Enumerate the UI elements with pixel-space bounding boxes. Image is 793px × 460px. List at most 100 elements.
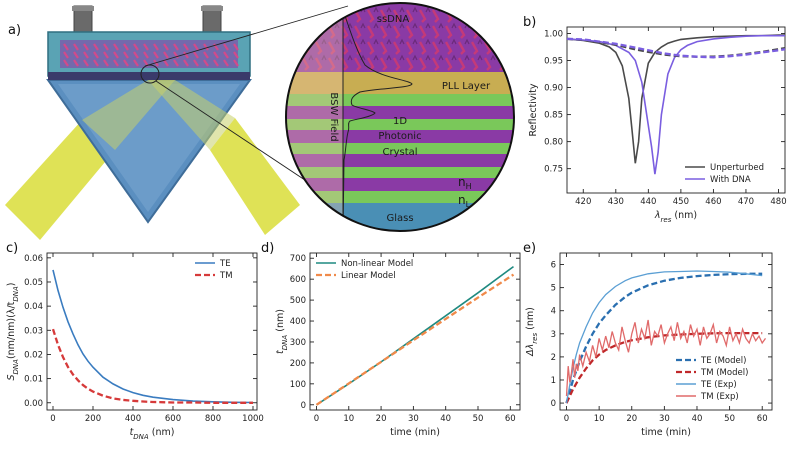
dna-strand (103, 59, 109, 67)
x-tick-label: 40 (692, 414, 703, 424)
dna-strand (113, 51, 119, 59)
dna-strand (418, 9, 427, 23)
dna-base (334, 54, 340, 61)
dna-strand (366, 41, 375, 55)
dna-strand (133, 43, 139, 51)
dna-strand (470, 57, 479, 71)
dna-strand (314, 9, 323, 23)
x-axis-label: time (min) (641, 427, 691, 438)
dna-strand (83, 59, 89, 67)
dna-strand (483, 25, 492, 39)
dna-strand (123, 43, 129, 51)
y-tick-label: 400 (290, 317, 306, 327)
y-tick-label: 3 (551, 330, 556, 340)
dna-base (490, 38, 496, 45)
dna-strand (233, 43, 239, 51)
dna-strand (123, 59, 129, 67)
dna-base (451, 54, 457, 61)
dna-strand (483, 41, 492, 55)
dna-strand (379, 9, 388, 23)
dna-strand (327, 57, 336, 71)
dna-base (308, 22, 314, 29)
dna-strand (288, 25, 297, 39)
dna-strand (153, 43, 159, 51)
dna-strand (509, 41, 514, 55)
plot-frame (566, 26, 786, 194)
label-crystal-3: Crystal (382, 147, 417, 158)
dna-base (451, 38, 457, 45)
legend-label: TM (Model) (700, 368, 748, 378)
y-tick-label: 0.02 (24, 350, 43, 360)
dna-strand (483, 57, 492, 71)
x-tick-label: 10 (594, 414, 605, 424)
panel-label-a: a) (8, 23, 21, 38)
dna-base (425, 6, 431, 13)
dna-strand (379, 25, 388, 39)
dna-base (425, 54, 431, 61)
dna-base (399, 22, 405, 29)
y-tick-label: 0.03 (24, 326, 43, 336)
y-tick-label: 6 (551, 261, 556, 271)
dna-strand (173, 51, 179, 59)
x-axis-label: tDNA (nm) (130, 427, 175, 441)
dna-base (399, 54, 405, 61)
legend-label: TM (Exp) (700, 392, 739, 402)
dna-strand (444, 57, 453, 71)
series-line (51, 328, 253, 404)
series-line (565, 270, 763, 404)
dna-strand (340, 41, 349, 55)
dna-strand (392, 9, 401, 23)
x-tick-label: 0 (564, 414, 569, 424)
dna-base (425, 22, 431, 29)
panel-a: a) (5, 2, 515, 240)
chart-e: e) 0 10 20 30 40 50 60 0 1 2 3 4 5 6 TE (Model) TM (Mod… (523, 241, 773, 438)
dna-strand (301, 57, 310, 71)
dna-strand (509, 25, 514, 39)
dna-base (321, 6, 327, 13)
x-axis-label: λres (nm) (654, 210, 697, 224)
dna-strand (431, 41, 440, 55)
dna-strand (353, 9, 362, 23)
dna-base (464, 38, 470, 45)
y-tick-label: 1.00 (544, 29, 563, 39)
x-tick-label: 50 (473, 414, 484, 424)
dna-strand (173, 43, 179, 51)
dna-base (360, 38, 366, 45)
dna-strand (153, 51, 159, 59)
dna-base (477, 6, 483, 13)
y-tick-label: 0.75 (544, 165, 563, 175)
y-tick-label: 500 (290, 296, 306, 306)
label-ssdna: ssDNA (377, 14, 410, 25)
dna-strand (93, 59, 99, 67)
dna-strand (314, 41, 323, 55)
dna-strand (418, 57, 427, 71)
bsw-field-curve (342, 3, 413, 231)
dna-strand (133, 51, 139, 59)
dna-strand (183, 43, 189, 51)
y-tick-label: 100 (290, 380, 306, 390)
x-tick-label: 470 (738, 197, 754, 207)
dna-strand (123, 51, 129, 59)
dna-strand (93, 51, 99, 59)
legend-label: TM (219, 271, 233, 281)
x-tick-label: 40 (440, 414, 451, 424)
dna-strand (496, 25, 505, 39)
x-tick-label: 0 (314, 414, 319, 424)
dna-strand (193, 59, 199, 67)
zoom-circle (285, 2, 515, 232)
outlet-port-cap (201, 6, 223, 11)
dna-strand (405, 57, 414, 71)
series-line (565, 319, 767, 397)
label-nh: nH (458, 175, 472, 191)
dna-base (295, 6, 301, 13)
dna-strand (431, 57, 440, 71)
dna-base (373, 22, 379, 29)
x-tick-label: 460 (705, 197, 721, 207)
dna-strand (233, 59, 239, 67)
y-tick-label: 0.80 (544, 138, 563, 148)
x-tick-label: 10 (343, 414, 354, 424)
dna-base (477, 54, 483, 61)
dna-base (321, 38, 327, 45)
dna-base (295, 22, 301, 29)
dna-strand (405, 41, 414, 55)
